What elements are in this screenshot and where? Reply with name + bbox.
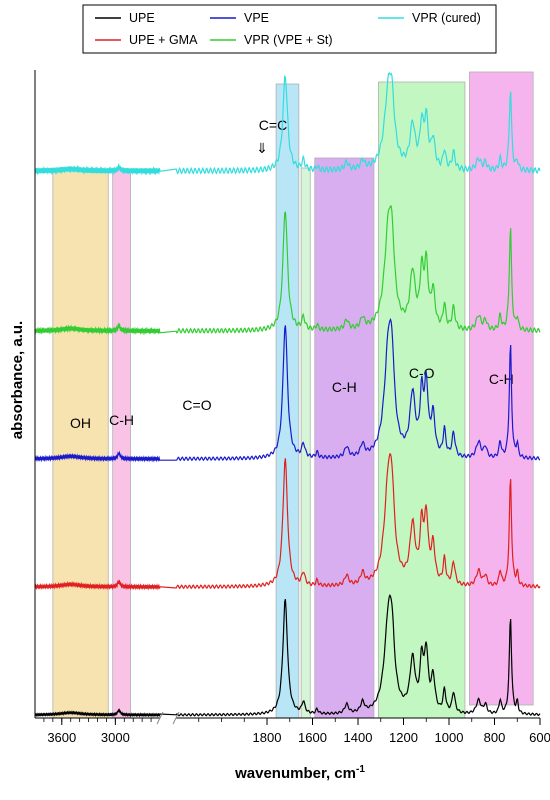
band-regions xyxy=(52,71,534,719)
series-line-3 xyxy=(34,205,541,336)
series-line-2 xyxy=(34,317,541,463)
band-4 xyxy=(314,157,375,719)
band-1 xyxy=(112,169,131,719)
x-axis-label-superscript: -1 xyxy=(356,764,365,775)
x-axis-label-text: wavenumber, cm xyxy=(234,765,356,782)
series-line-4 xyxy=(34,72,541,176)
band-label-1: C-H xyxy=(109,412,134,428)
c-c-arrow: ⇓ xyxy=(256,140,268,156)
x-tick-label-0: 3600 xyxy=(47,730,76,745)
spectra-lines xyxy=(34,72,541,718)
legend-label-4: VPR (cured) xyxy=(412,11,481,25)
band-5 xyxy=(378,81,466,719)
legend-label-2: VPE xyxy=(244,11,269,25)
band-label-3: C=C xyxy=(259,117,287,133)
y-axis-label: absorbance, a.u. xyxy=(9,321,26,439)
legend-box xyxy=(82,4,497,54)
band-label-2: C=O xyxy=(182,397,211,413)
x-tick-label-8: 600 xyxy=(529,730,550,745)
legend-label-0: UPE xyxy=(129,11,155,25)
band-2 xyxy=(275,83,300,719)
legend-label-1: UPE + GMA xyxy=(129,33,198,47)
series-line-0 xyxy=(34,593,541,718)
band-label-5: C-O xyxy=(409,365,435,381)
x-tick-label-6: 1000 xyxy=(435,730,464,745)
x-tick-label-4: 1400 xyxy=(344,730,373,745)
band-0 xyxy=(52,169,109,719)
x-tick-label-3: 1600 xyxy=(298,730,327,745)
legend: UPE UPE + GMA VPE VPR (VPE + St) VPR (cured) xyxy=(82,4,497,54)
band-label-6: C-H xyxy=(489,371,514,387)
axis-break-mark-1 xyxy=(156,711,164,725)
band-6 xyxy=(469,71,534,706)
x-tick-label-5: 1200 xyxy=(389,730,418,745)
band-labels: OH C-H C=O C=C C-H C-O C-H ⇓ xyxy=(70,117,514,431)
x-tick-label-1: 3000 xyxy=(101,730,130,745)
x-axis-label: wavenumber, cm-1 xyxy=(234,764,365,782)
band-label-4: C-H xyxy=(332,379,357,395)
x-axis-ticks: 3600 3000 1800 1600 1400 1200 1000 800 600 xyxy=(43,718,550,745)
axis-break-mark-2 xyxy=(172,711,180,725)
series-line-1 xyxy=(34,453,541,591)
x-tick-label-2: 1800 xyxy=(253,730,282,745)
legend-label-3: VPR (VPE + St) xyxy=(244,33,333,47)
x-tick-label-7: 800 xyxy=(484,730,506,745)
band-label-0: OH xyxy=(70,415,91,431)
